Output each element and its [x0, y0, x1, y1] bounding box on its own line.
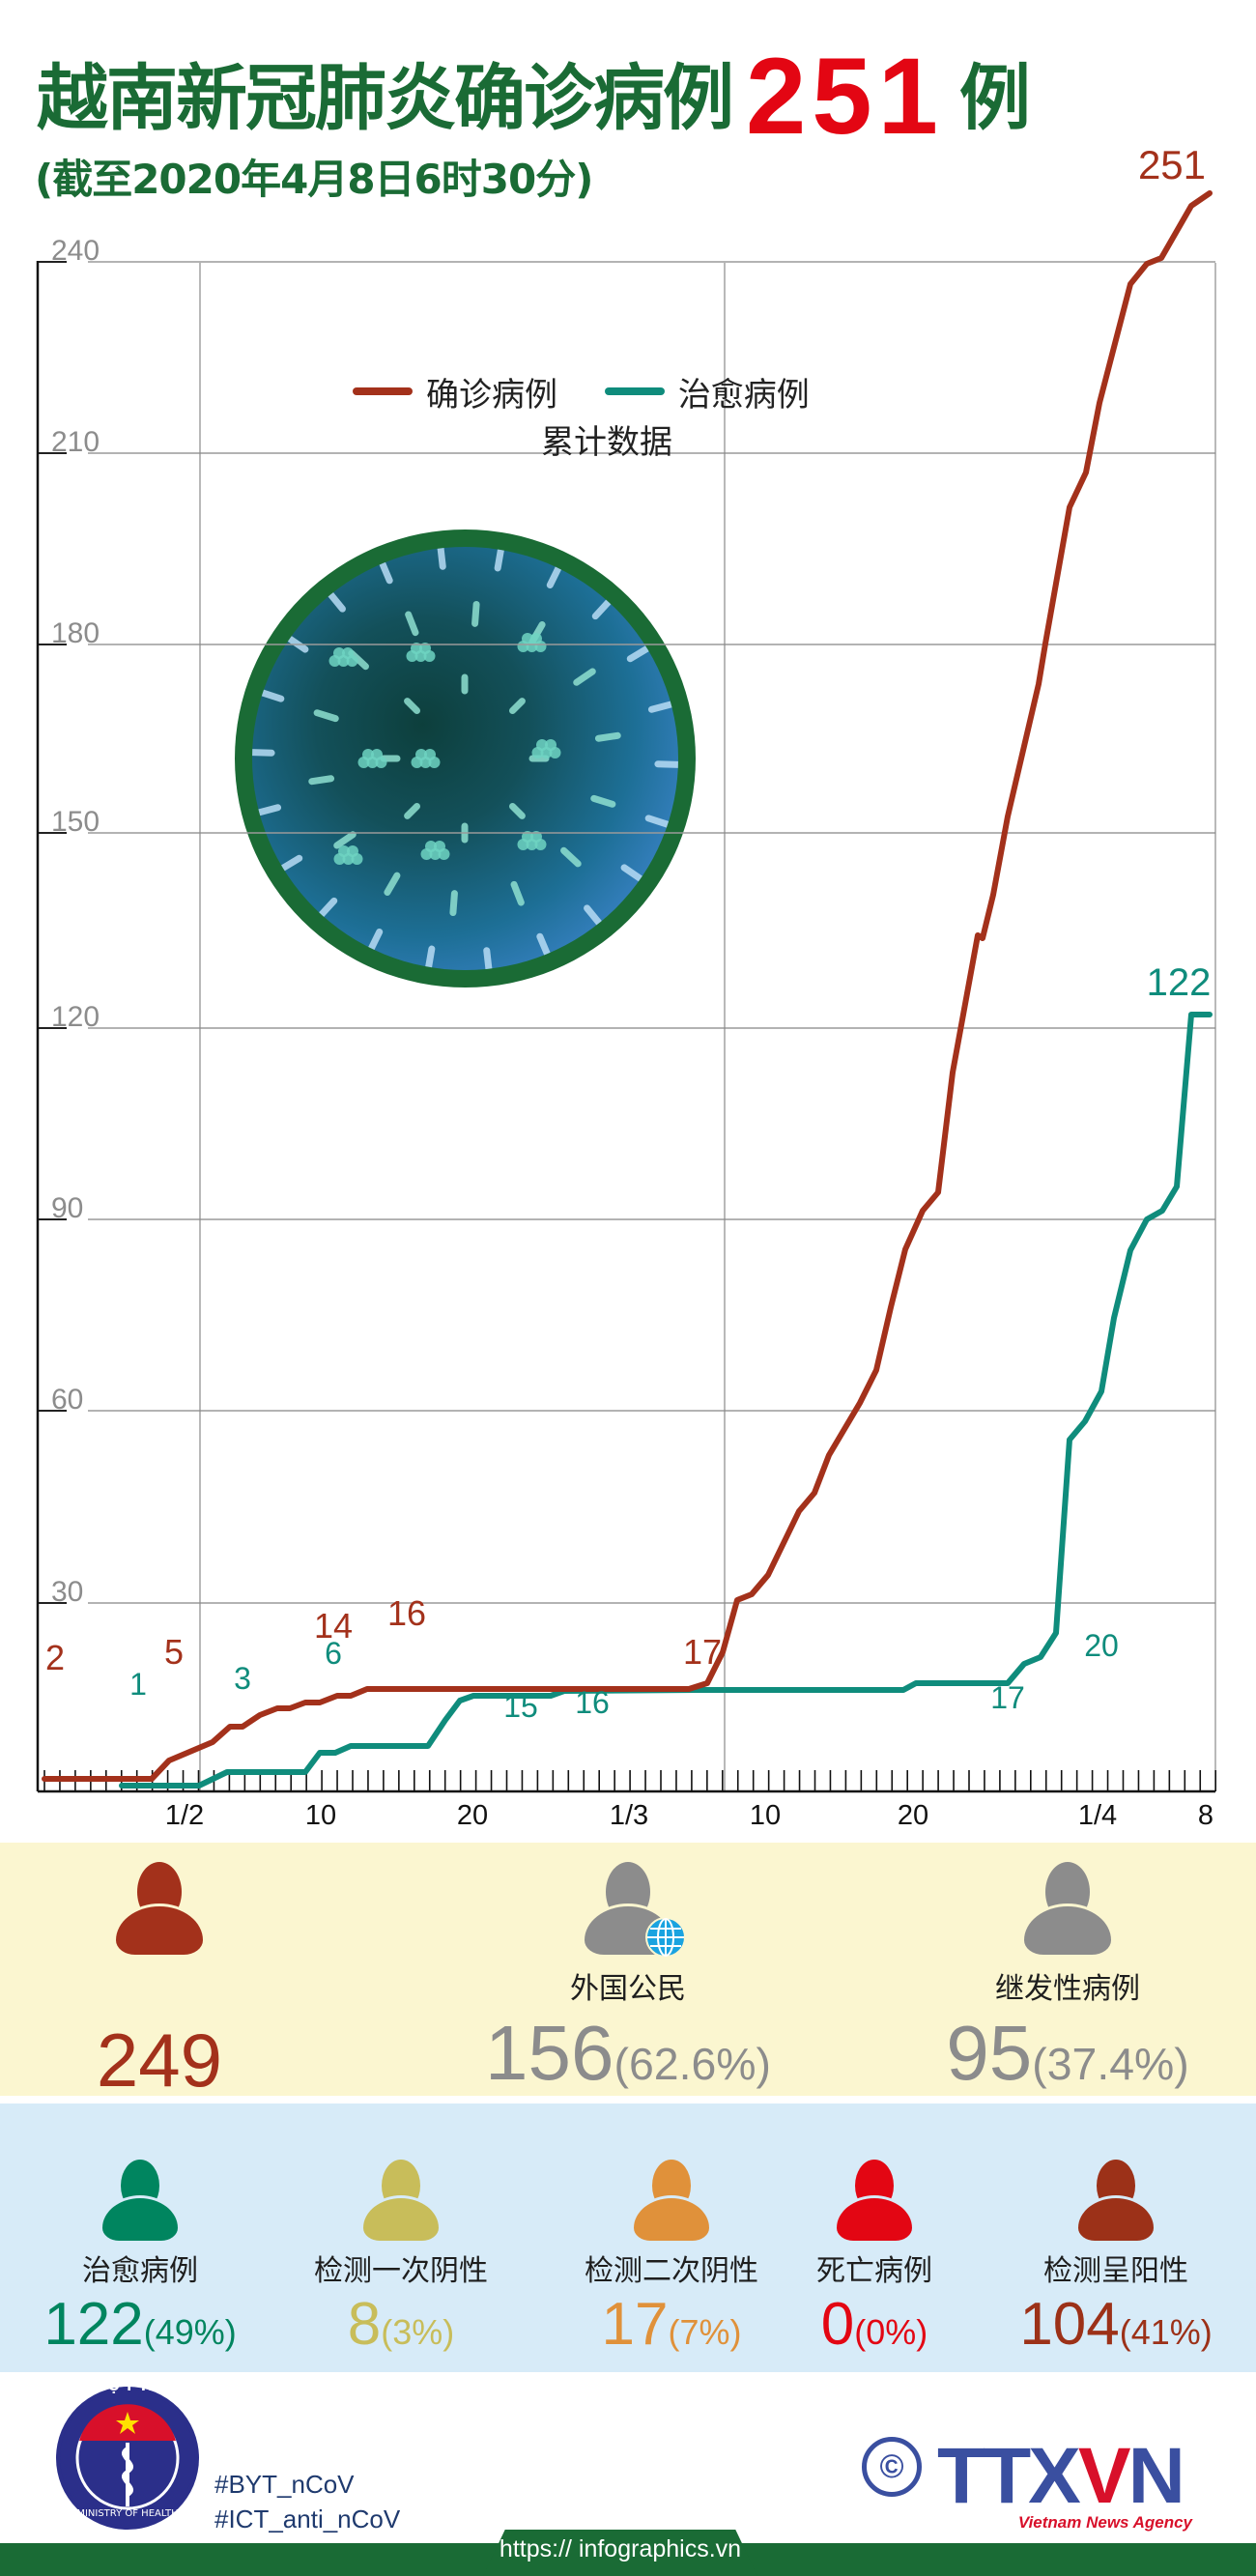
stat-foreign-label: 外国公民 [570, 1972, 686, 2006]
svg-text:150: 150 [51, 806, 100, 838]
legend-item-recovered: 治愈病例 [604, 368, 810, 415]
stat-deaths: 死亡病例 0(0%) [787, 2160, 961, 2355]
stat-negative-twice-label: 检测二次阴性 [585, 2254, 758, 2288]
svg-text:1/3: 1/3 [610, 1800, 648, 1831]
moh-top-text: BỘ Y TẾ [98, 2379, 157, 2394]
person-globe-icon [585, 1862, 686, 1958]
moh-bottom-text: MINISTRY OF HEALTH [76, 2508, 179, 2519]
svg-text:120: 120 [51, 1001, 100, 1033]
svg-text:180: 180 [51, 617, 100, 649]
stat-positive-value: 104(41%) [1019, 2291, 1213, 2358]
svg-text:16: 16 [387, 1593, 426, 1633]
svg-text:3: 3 [234, 1661, 251, 1696]
stat-deaths-value: 0(0%) [820, 2291, 928, 2358]
stat-secondary-label: 继发性病例 [995, 1972, 1140, 2006]
svg-text:15: 15 [503, 1689, 538, 1724]
stat-negative-once: 检测一次阴性 8(3%) [280, 2160, 522, 2355]
svg-text:20: 20 [1084, 1628, 1119, 1663]
svg-text:10: 10 [750, 1800, 781, 1831]
stat-negative-once-value: 8(3%) [347, 2291, 455, 2358]
page-title: 越南新冠肺炎确诊病例 251 例 [37, 43, 1031, 151]
svg-text:1: 1 [129, 1667, 147, 1702]
stat-negative-twice: 检测二次阴性 17(7%) [551, 2160, 792, 2355]
stat-total-value: 249 [96, 2018, 223, 2103]
stat-positive-label: 检测呈阳性 [1043, 2254, 1188, 2288]
svg-text:251: 251 [1138, 142, 1206, 187]
svg-text:5: 5 [164, 1632, 184, 1672]
svg-text:90: 90 [51, 1192, 83, 1224]
svg-text:16: 16 [575, 1685, 610, 1720]
title-suffix: 例 [958, 57, 1031, 140]
hashtag-byt[interactable]: #BYT_nCoV [214, 2470, 355, 2499]
person-icon [116, 1862, 203, 1955]
stat-foreign: 外国公民 156(62.6%) [435, 1862, 821, 2092]
stat-deaths-label: 死亡病例 [816, 2254, 932, 2288]
hashtag-ict[interactable]: #ICT_anti_nCoV [214, 2504, 401, 2533]
svg-text:122: 122 [1147, 961, 1212, 1004]
summary-panel: 249 外国公民 156(62.6%) 继发性病例 95(37.4%) [0, 1843, 1256, 2098]
stat-recovered: 治愈病例 122(49%) [10, 2160, 271, 2355]
website-link[interactable]: https:// infographics.vn [499, 2535, 742, 2562]
svg-text:10: 10 [305, 1800, 336, 1831]
copyright-icon: © [862, 2437, 922, 2497]
svg-text:60: 60 [51, 1384, 83, 1416]
breakdown-panel: 治愈病例 122(49%) 检测一次阴性 8(3%) 检测二次阴性 17(7%)… [0, 2104, 1256, 2372]
page-subtitle: (截至2020年4月8日6时30分) [35, 156, 593, 203]
svg-text:20: 20 [898, 1800, 928, 1831]
virus-spikes-icon [252, 547, 678, 970]
person-icon [1024, 1862, 1111, 1955]
legend-subtitle: 累计数据 [541, 423, 672, 462]
vna-logo-letters: TTXVN [937, 2432, 1185, 2520]
svg-text:1/4: 1/4 [1078, 1800, 1117, 1831]
person-icon [837, 2160, 912, 2241]
stat-negative-twice-value: 17(7%) [601, 2291, 742, 2358]
virus-image [235, 530, 696, 987]
person-icon [102, 2160, 178, 2241]
vna-logo: TTXVN Vietnam News Agency [937, 2432, 1208, 2533]
stat-foreign-value: 156(62.6%) [485, 2010, 771, 2096]
svg-text:20: 20 [457, 1800, 488, 1831]
stat-negative-once-label: 检测一次阴性 [314, 2254, 488, 2288]
svg-text:2: 2 [45, 1638, 65, 1677]
svg-text:6: 6 [325, 1636, 342, 1671]
legend-label-confirmed: 确诊病例 [426, 375, 557, 415]
stat-positive: 检测呈阳性 104(41%) [985, 2160, 1246, 2355]
svg-text:1/2: 1/2 [165, 1800, 204, 1831]
moh-emblem-icon [60, 2390, 195, 2526]
svg-text:17: 17 [683, 1632, 722, 1672]
stat-recovered-label: 治愈病例 [82, 2254, 198, 2288]
title-prefix: 越南新冠肺炎确诊病例 [37, 57, 734, 140]
svg-text:30: 30 [51, 1576, 83, 1608]
ministry-of-health-logo [56, 2387, 199, 2530]
stat-total: 249 [53, 1862, 266, 2098]
stat-secondary-value: 95(37.4%) [946, 2010, 1189, 2096]
hashtags: #BYT_nCoV #ICT_anti_nCoV [214, 2467, 400, 2536]
person-icon [363, 2160, 439, 2241]
url-tab [483, 2530, 757, 2576]
person-icon [634, 2160, 709, 2241]
legend-swatch-recovered [604, 387, 665, 395]
person-icon [1078, 2160, 1154, 2241]
title-number: 251 [746, 36, 944, 157]
legend-swatch-confirmed [353, 387, 413, 395]
stat-secondary: 继发性病例 95(37.4%) [889, 1862, 1246, 2092]
vna-agency-name: Vietnam News Agency [1017, 2513, 1192, 2532]
chart-lines [42, 190, 1213, 1789]
globe-icon [645, 1917, 686, 1958]
svg-text:210: 210 [51, 426, 100, 458]
svg-text:14: 14 [314, 1606, 353, 1646]
legend-label-recovered: 治愈病例 [677, 375, 810, 415]
chart-legend: 确诊病例 治愈病例 [353, 365, 846, 415]
virus-illustration [252, 547, 678, 970]
chart-grid [88, 261, 1216, 1791]
chart-axes [36, 261, 1216, 1793]
stat-recovered-value: 122(49%) [43, 2291, 237, 2358]
svg-text:240: 240 [51, 235, 100, 267]
svg-text:17: 17 [990, 1680, 1025, 1715]
svg-text:8: 8 [1198, 1800, 1213, 1831]
legend-item-confirmed: 确诊病例 [353, 368, 557, 415]
